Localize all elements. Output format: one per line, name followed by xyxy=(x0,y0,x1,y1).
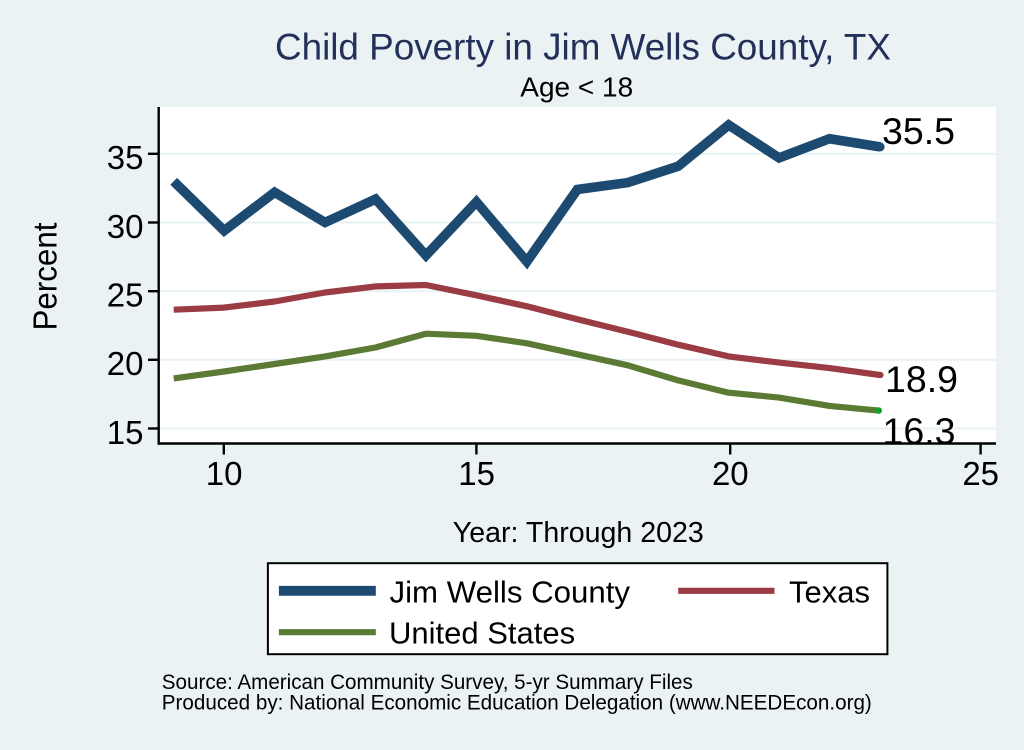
svg-text:20: 20 xyxy=(107,345,144,382)
svg-text:Texas: Texas xyxy=(789,574,870,609)
svg-text:15: 15 xyxy=(458,455,495,492)
svg-text:18.9: 18.9 xyxy=(885,358,958,400)
svg-text:16.3: 16.3 xyxy=(883,410,956,452)
svg-text:10: 10 xyxy=(206,455,243,492)
svg-text:Percent: Percent xyxy=(27,223,64,331)
svg-text:Source: American Community Sur: Source: American Community Survey, 5-yr … xyxy=(162,670,693,694)
svg-text:25: 25 xyxy=(962,455,999,492)
svg-text:25: 25 xyxy=(107,277,144,314)
svg-text:Child Poverty in Jim Wells Cou: Child Poverty in Jim Wells County, TX xyxy=(275,27,891,68)
svg-text:30: 30 xyxy=(107,208,144,245)
svg-text:Jim Wells County: Jim Wells County xyxy=(390,574,631,609)
svg-text:35: 35 xyxy=(107,139,144,176)
svg-text:Age < 18: Age < 18 xyxy=(520,72,633,103)
svg-text:35.5: 35.5 xyxy=(882,110,955,152)
svg-text:Year: Through 2023: Year: Through 2023 xyxy=(453,516,704,548)
svg-text:United States: United States xyxy=(389,615,575,650)
svg-text:Produced by: National Economic: Produced by: National Economic Education… xyxy=(162,690,872,714)
svg-text:15: 15 xyxy=(107,414,144,451)
svg-text:20: 20 xyxy=(712,455,749,492)
